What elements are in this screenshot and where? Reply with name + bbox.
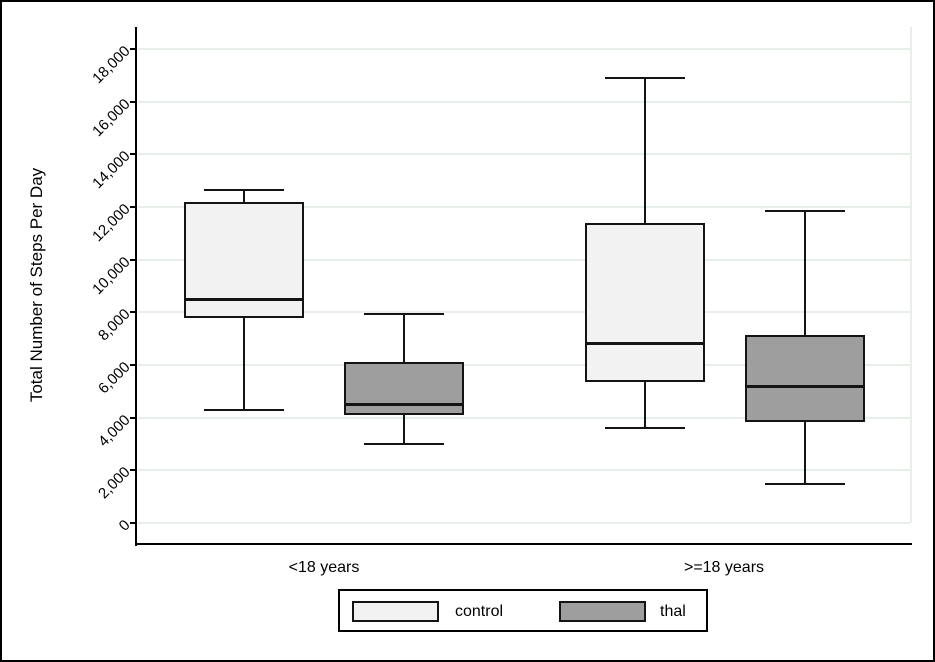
whisker-cap-bottom-thal-under18 (364, 443, 444, 445)
gridline-6000 (138, 364, 910, 366)
gridline-18000 (138, 48, 910, 50)
legend-swatch-thal (559, 601, 646, 622)
y-tick-10000 (130, 258, 137, 261)
gridline-16000 (138, 100, 910, 103)
whisker-top-thal-under18 (403, 313, 405, 363)
whisker-cap-top-control-18plus (604, 76, 685, 79)
legend-label-thal: thal (660, 603, 686, 620)
legend-label-control: control (455, 603, 504, 620)
x-axis-line (135, 543, 912, 545)
gridline-4000 (138, 416, 910, 419)
median-control-under18 (186, 297, 302, 301)
median-thal-18plus (746, 384, 863, 388)
y-tick-6000 (130, 364, 137, 366)
y-tick-0 (130, 522, 137, 524)
whisker-bottom-control-18plus (643, 382, 646, 429)
box-thal-18plus (744, 334, 865, 422)
gridline-10000 (138, 258, 910, 261)
box-control-18plus (584, 222, 705, 383)
whisker-cap-bottom-thal-18plus (764, 482, 845, 485)
whisker-bottom-thal-18plus (803, 421, 806, 484)
plot-area: 0 2,000 4,000 6,000 8,000 10,000 12,000 14,000 1… (89, 27, 912, 544)
whisker-top-control-18plus (643, 77, 646, 223)
y-tick-12000 (130, 206, 137, 208)
whisker-cap-top-thal-18plus (764, 209, 845, 212)
gridline-0 (138, 522, 910, 524)
gridline-8000 (138, 311, 910, 314)
y-tick-4000 (130, 416, 137, 419)
whisker-bottom-control-under18 (243, 317, 245, 410)
x-label-under-18: <18 years (288, 559, 360, 576)
y-tick-18000 (130, 48, 137, 50)
y-axis-line (135, 27, 137, 546)
y-tick-14000 (130, 153, 137, 156)
whisker-top-control-under18 (243, 189, 245, 202)
whisker-cap-top-thal-under18 (364, 312, 444, 315)
box-thal-under18 (344, 362, 464, 416)
gridline-12000 (138, 206, 910, 208)
whisker-cap-bottom-control-18plus (604, 427, 685, 430)
gridline-2000 (138, 469, 910, 472)
y-axis-title: Total Number of Steps Per Day (27, 167, 46, 403)
whisker-bottom-thal-under18 (403, 415, 405, 444)
y-tick-2000 (130, 469, 137, 472)
whisker-cap-top-control-under18 (204, 188, 284, 191)
median-thal-under18 (346, 403, 462, 406)
whisker-cap-bottom-control-under18 (204, 408, 284, 411)
gridline-14000 (138, 153, 910, 156)
plot-right-border (910, 27, 912, 523)
median-control-18plus (586, 342, 703, 346)
y-tick-16000 (130, 100, 137, 103)
y-tick-8000 (130, 311, 137, 314)
legend-swatch-control (352, 601, 439, 622)
whisker-top-thal-18plus (803, 210, 806, 335)
legend: control thal (338, 589, 708, 632)
x-label-18-and-over: >=18 years (683, 559, 765, 576)
